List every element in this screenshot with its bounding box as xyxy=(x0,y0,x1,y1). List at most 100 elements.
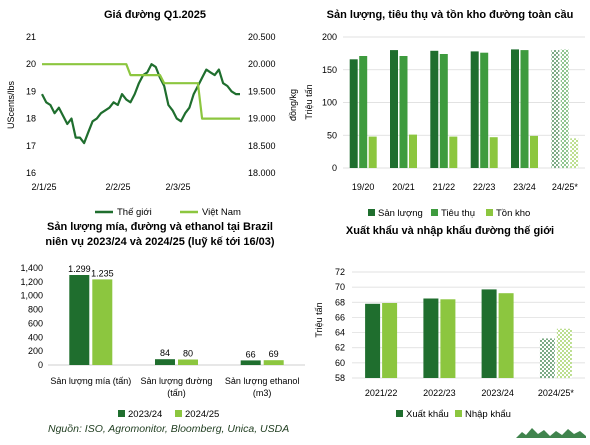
price-left-tick: 16 xyxy=(26,168,36,178)
global-legend-swatch xyxy=(486,209,493,216)
price-legend-label: Việt Nam xyxy=(202,207,241,218)
trade-bar xyxy=(365,303,381,378)
global-legend-label: Tồn kho xyxy=(496,208,530,219)
brazil-bar xyxy=(69,275,90,365)
brazil-bar xyxy=(92,279,113,365)
brazil-x-tick: (tấn) xyxy=(167,388,186,398)
trade-y-tick: 64 xyxy=(335,328,345,338)
brazil-x-tick: (m3) xyxy=(253,388,272,398)
brazil-y-tick: 1,200 xyxy=(20,277,43,287)
global-x-tick: 19/20 xyxy=(352,182,375,192)
trade-bar xyxy=(556,328,572,378)
global-bar xyxy=(520,50,529,168)
brazil-x-tick: Sản lượng ethanol xyxy=(225,376,299,386)
price-right-tick: 20.500 xyxy=(248,32,276,42)
trade-y-tick: 66 xyxy=(335,312,345,322)
trade-legend-swatch xyxy=(396,410,403,417)
brazil-data-label: 1.235 xyxy=(91,268,114,278)
global-bar xyxy=(560,49,569,168)
global-bar xyxy=(480,52,489,169)
brazil-y-tick: 400 xyxy=(28,332,43,342)
trade-x-tick: 2024/25* xyxy=(538,388,575,398)
trade-x-tick: 2023/24 xyxy=(481,388,514,398)
trade-bar xyxy=(382,303,398,378)
price-right-tick: 18.500 xyxy=(248,141,276,151)
price-legend-label: Thế giới xyxy=(117,207,152,218)
global-bar xyxy=(399,56,408,168)
global-bar xyxy=(409,134,417,168)
trade-chart-title: Xuất khẩu và nhập khẩu đường thế giới xyxy=(346,225,554,237)
global-x-tick: 22/23 xyxy=(473,182,496,192)
brand-logo xyxy=(516,428,586,438)
brazil-legend-label: 2024/25 xyxy=(185,409,219,420)
global-bar xyxy=(489,137,498,168)
trade-y-tick: 68 xyxy=(335,297,345,307)
global-bar xyxy=(368,136,377,168)
trade-bar xyxy=(423,298,439,378)
trade-y-tick: 70 xyxy=(335,282,345,292)
trade-y-tick: 62 xyxy=(335,343,345,353)
brazil-chart-title: Sản lượng mía, đường và ethanol tại Braz… xyxy=(47,221,273,233)
price-right-tick: 19.500 xyxy=(248,86,276,96)
brazil-bar xyxy=(240,360,261,365)
trade-legend-label: Nhập khẩu xyxy=(465,409,511,420)
brazil-y-tick: 600 xyxy=(28,318,43,328)
global-x-tick: 23/24 xyxy=(513,182,536,192)
global-bar xyxy=(430,50,439,168)
trade-y-tick: 58 xyxy=(335,373,345,383)
brazil-y-tick: 200 xyxy=(28,346,43,356)
price-left-tick: 17 xyxy=(26,141,36,151)
trade-bar xyxy=(498,293,514,378)
brazil-y-tick: 1,400 xyxy=(20,263,43,273)
global-legend-label: Sản lượng xyxy=(378,208,423,219)
global-y-tick: 0 xyxy=(332,163,337,173)
price-left-tick: 21 xyxy=(26,32,36,42)
brazil-data-label: 1.299 xyxy=(68,264,91,274)
trade-y-axis-label: Triệu tấn xyxy=(314,302,324,337)
trade-legend-label: Xuất khẩu xyxy=(406,409,449,420)
price-x-tick: 2/1/25 xyxy=(31,182,56,192)
price-right-axis-label: đồng/kg xyxy=(288,89,298,121)
price-left-tick: 19 xyxy=(26,86,36,96)
global-y-tick: 150 xyxy=(322,65,337,75)
price-left-tick: 18 xyxy=(26,114,36,124)
global-bar xyxy=(449,136,458,168)
trade-x-tick: 2021/22 xyxy=(365,388,398,398)
global-y-tick: 100 xyxy=(322,98,337,108)
trade-y-tick: 60 xyxy=(335,358,345,368)
trade-bar xyxy=(440,299,456,378)
price-x-tick: 2/2/25 xyxy=(105,182,130,192)
brazil-x-tick: Sản lượng mía (tấn) xyxy=(50,376,131,386)
price-left-tick: 20 xyxy=(26,59,36,69)
global-bar xyxy=(359,56,368,168)
trade-bar xyxy=(539,338,555,378)
price-chart-title: Giá đường Q1.2025 xyxy=(104,9,206,21)
brazil-bar xyxy=(263,360,284,365)
brazil-bar xyxy=(178,359,198,365)
brazil-data-label: 69 xyxy=(269,349,279,359)
global-y-tick: 50 xyxy=(327,130,337,140)
brazil-bar xyxy=(155,359,175,365)
global-bar xyxy=(439,54,448,168)
brazil-legend-swatch xyxy=(118,410,125,417)
global-legend-swatch xyxy=(431,209,438,216)
brazil-legend-swatch xyxy=(175,410,182,417)
global-x-tick: 21/22 xyxy=(433,182,456,192)
trade-bar xyxy=(481,289,497,378)
brazil-y-tick: 1,000 xyxy=(20,291,43,301)
brazil-legend-label: 2023/24 xyxy=(128,409,162,420)
price-series-line xyxy=(42,63,240,120)
price-right-tick: 18.000 xyxy=(248,168,276,178)
global-x-tick: 24/25* xyxy=(552,182,579,192)
brazil-chart-subtitle: niên vụ 2023/24 và 2024/25 (luỹ kế tới 1… xyxy=(45,236,275,248)
global-bar xyxy=(551,50,560,168)
brazil-y-tick: 800 xyxy=(28,305,43,315)
global-legend-label: Tiêu thụ xyxy=(441,208,475,219)
price-right-tick: 19.000 xyxy=(248,114,276,124)
price-x-tick: 2/3/25 xyxy=(165,182,190,192)
global-legend-swatch xyxy=(368,209,375,216)
global-bar xyxy=(349,59,358,168)
global-bar xyxy=(511,49,519,168)
global-chart-title: Sản lượng, tiêu thụ và tồn kho đường toà… xyxy=(327,9,574,21)
price-left-axis-label: UScents/lbs xyxy=(6,80,16,129)
